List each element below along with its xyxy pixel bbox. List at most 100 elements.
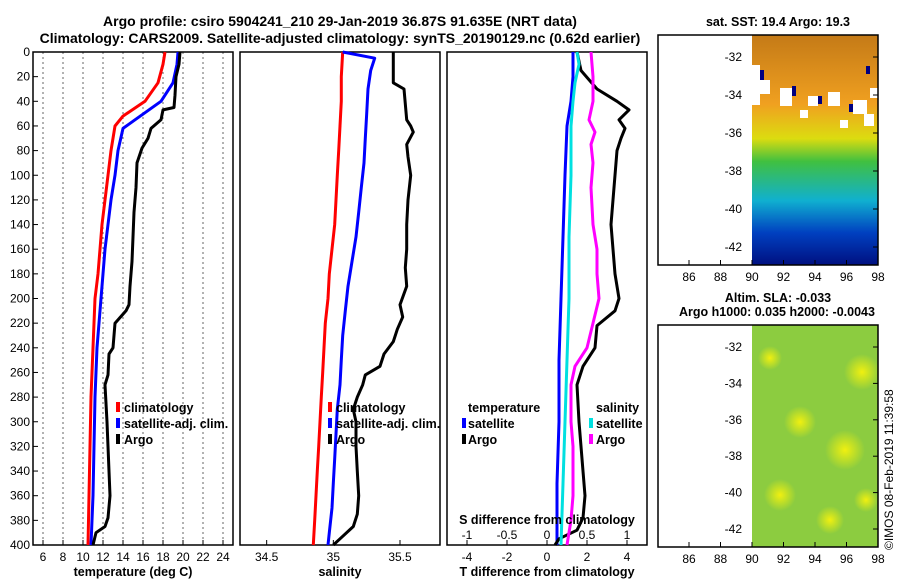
y-tick-label: 200	[10, 292, 30, 306]
lon-tick-label: 96	[840, 552, 854, 566]
temperature-panel: 6 8 10 12 14 16 18 20 22 24 0 20 40 60 80 100 120 140 160…	[10, 45, 234, 579]
lat-tick-label: -36	[725, 126, 743, 140]
x-tick-label: 6	[40, 550, 47, 564]
y-tick-label: 180	[10, 267, 30, 281]
lon-tick-label: 98	[871, 552, 885, 566]
sla-map-title: Altim. SLA: -0.033	[725, 291, 831, 305]
legend-swatch-satellite	[328, 418, 332, 428]
top-x-tick-label: 0	[544, 528, 551, 542]
legend-label-t-satellite: satellite	[468, 417, 515, 431]
y-tick-label: 300	[10, 415, 30, 429]
x-tick-label: 4	[624, 550, 631, 564]
legend-label-satellite: satellite-adj. clim.	[124, 417, 228, 431]
lat-tick-label: -42	[725, 240, 743, 254]
y-tick-label: 160	[10, 242, 30, 256]
y-tick-label: 0	[23, 45, 30, 59]
legend-swatch-t-satellite	[462, 418, 466, 428]
lon-tick-label: 86	[682, 552, 696, 566]
y-tick-label: 40	[17, 94, 31, 108]
series-line-salinity-satellite	[559, 51, 581, 546]
sst-map-title: sat. SST: 19.4 Argo: 19.3	[706, 15, 850, 29]
salinity-panel: 34.5 35 35.5 salinity climatology satellit…	[239, 50, 441, 579]
lat-tick-label: -32	[725, 340, 743, 354]
sla-yellow-spots	[758, 346, 880, 534]
salinity-legend: climatology satellite-adj. clim. Argo	[328, 401, 440, 447]
t-difference-xlabel: T difference from climatology	[459, 565, 634, 579]
difference-top-xticks: -1 -0.5 0 0.5 1	[462, 528, 631, 542]
lon-tick-label: 92	[777, 552, 791, 566]
legend-label-salinity: salinity	[596, 401, 639, 415]
argo-height-title: Argo h1000: 0.035 h2000: -0.0043	[679, 305, 875, 319]
depth-yticks: 0 20 40 60 80 100 120 140 160 180 200 220 240 260 280 3…	[10, 45, 38, 552]
y-tick-label: 320	[10, 439, 30, 453]
lat-tick-label: -40	[725, 486, 743, 500]
y-tick-label: 260	[10, 365, 30, 379]
y-tick-label: 380	[10, 513, 30, 527]
series-line-satellite-adj-clim-	[89, 51, 180, 546]
x-tick-label: 14	[116, 550, 130, 564]
y-tick-label: 20	[17, 70, 31, 84]
legend-label-s-argo: Argo	[596, 433, 626, 447]
salinity-series	[311, 50, 415, 547]
sla-lon-ticks: 86 88 90 92 94 96 98	[682, 542, 885, 566]
x-tick-label: -4	[462, 550, 473, 564]
top-x-tick-label: -1	[462, 528, 473, 542]
lat-tick-label: -34	[725, 88, 743, 102]
legend-swatch-satellite	[116, 418, 120, 428]
legend-label-argo: Argo	[336, 433, 366, 447]
sst-cloud-mask	[752, 65, 878, 128]
legend-label-argo: Argo	[124, 433, 154, 447]
legend-label-climatology: climatology	[336, 401, 406, 415]
y-tick-label: 340	[10, 464, 30, 478]
difference-frame	[446, 51, 648, 546]
series-line-temperature-satellite	[555, 52, 575, 545]
sla-map-panel: Altim. SLA: -0.033 Argo h1000: 0.035 h20…	[657, 291, 885, 566]
salinity-xticks: 34.5 35 35.5	[255, 540, 412, 564]
legend-label-satellite: satellite-adj. clim.	[336, 417, 440, 431]
temperature-gridlines	[42, 52, 224, 545]
sst-map-panel: sat. SST: 19.4 Argo: 19.3 -32 -34 -36 -38 -4…	[657, 15, 885, 284]
x-tick-label: 22	[196, 550, 210, 564]
lat-tick-label: -34	[725, 376, 743, 390]
temperature-legend: climatology satellite-adj. clim. Argo	[116, 401, 228, 447]
x-tick-label: 8	[60, 550, 67, 564]
y-tick-label: 400	[10, 538, 30, 552]
difference-xticks: -4 -2 0 2 4	[462, 540, 631, 564]
lon-tick-label: 88	[714, 270, 728, 284]
lat-tick-label: -38	[725, 164, 743, 178]
x-tick-label: 24	[216, 550, 230, 564]
y-tick-label: 120	[10, 193, 30, 207]
y-tick-label: 60	[17, 119, 31, 133]
lon-tick-label: 90	[745, 552, 759, 566]
y-tick-label: 360	[10, 489, 30, 503]
legend-label-t-argo: Argo	[468, 433, 498, 447]
difference-series	[553, 51, 631, 546]
x-tick-label: 12	[96, 550, 110, 564]
x-tick-label: 0	[544, 550, 551, 564]
legend-swatch-argo	[116, 434, 120, 444]
salinity-xlabel: salinity	[318, 565, 361, 579]
temperature-xticks: 6 8 10 12 14 16 18 20 22 24	[40, 540, 230, 564]
series-line-salinity-argo	[565, 51, 601, 546]
top-x-tick-label: 0.5	[579, 528, 596, 542]
temperature-series	[86, 51, 182, 546]
legend-swatch-s-argo	[589, 434, 593, 444]
sst-map-frame	[657, 34, 879, 266]
sst-cloud-edge	[760, 66, 870, 112]
lat-tick-label: -42	[725, 522, 743, 536]
sla-map-frame	[657, 324, 879, 548]
lon-tick-label: 92	[777, 270, 791, 284]
legend-swatch-s-satellite	[589, 418, 593, 428]
sst-lat-ticks: -32 -34 -36 -38 -40 -42	[725, 50, 878, 254]
series-line-temperature-argo	[553, 51, 631, 546]
series-line-climatology	[86, 51, 167, 546]
lon-tick-label: 96	[840, 270, 854, 284]
sla-lat-ticks: -32 -34 -36 -38 -40 -42	[725, 340, 878, 536]
lon-tick-label: 88	[714, 552, 728, 566]
difference-legend-temperature: temperature satellite Argo	[462, 401, 540, 447]
difference-legend-salinity: salinity satellite Argo	[589, 401, 643, 447]
legend-label-temperature: temperature	[468, 401, 540, 415]
lat-tick-label: -38	[725, 449, 743, 463]
legend-label-climatology: climatology	[124, 401, 194, 415]
s-difference-xlabel: S difference from climatology	[459, 513, 635, 527]
